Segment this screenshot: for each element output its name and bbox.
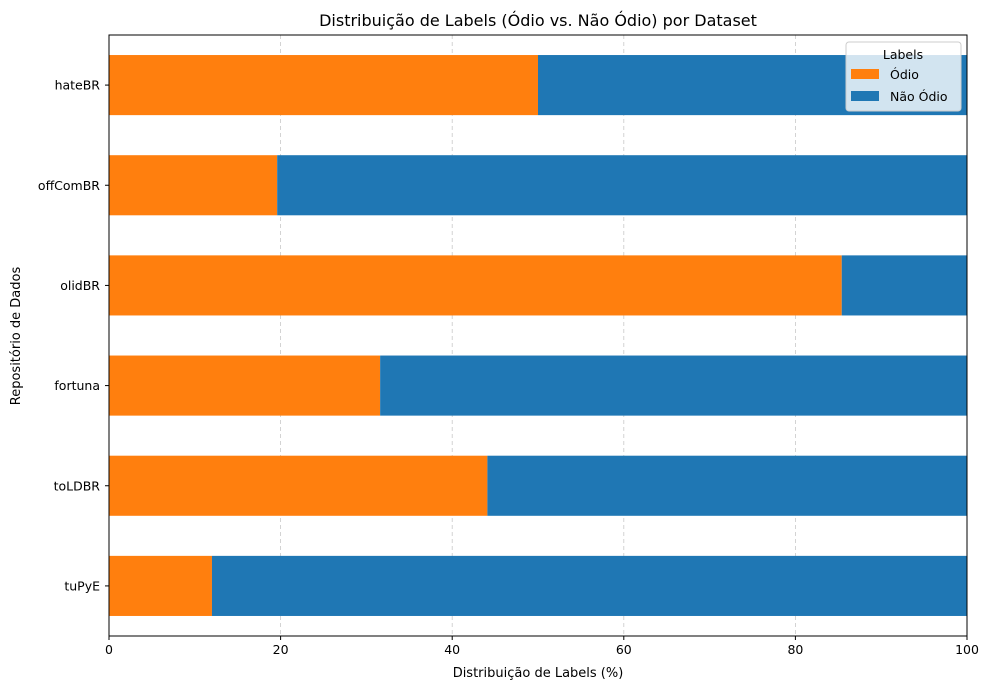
x-tick-label: 60: [616, 642, 632, 657]
bar-toLDBR-nao-odio: [487, 455, 967, 516]
legend-swatch-nao-odio: [851, 91, 879, 101]
bar-offComBR-odio: [109, 155, 278, 216]
x-axis-label: Distribuição de Labels (%): [453, 666, 624, 681]
x-tick-label: 80: [787, 642, 803, 657]
bar-fortuna-odio: [109, 355, 381, 416]
y-tick-label-tuPyE: tuPyE: [64, 578, 100, 593]
bar-olidBR-odio: [109, 255, 842, 316]
y-tick-label-hateBR: hateBR: [55, 78, 101, 93]
bar-olidBR-nao-odio: [841, 255, 967, 316]
bar-tuPyE-odio: [109, 555, 212, 616]
x-tick-label: 100: [955, 642, 979, 657]
legend-swatch-odio: [851, 69, 879, 79]
legend-label-odio: Ódio: [890, 67, 919, 82]
bar-fortuna-nao-odio: [380, 355, 967, 416]
chart-title: Distribuição de Labels (Ódio vs. Não Ódi…: [319, 11, 757, 30]
bar-offComBR-nao-odio: [277, 155, 968, 216]
y-tick-label-olidBR: olidBR: [60, 278, 100, 293]
bar-toLDBR-odio: [109, 455, 488, 516]
x-gridlines: [280, 35, 796, 636]
x-axis-ticks: 0 20 40 60 80 100: [105, 636, 979, 657]
y-tick-label-toLDBR: toLDBR: [54, 478, 101, 493]
x-tick-label: 0: [105, 642, 113, 657]
y-tick-label-offComBR: offComBR: [38, 178, 100, 193]
bar-tuPyE-nao-odio: [211, 555, 967, 616]
legend: Labels Ódio Não Ódio: [845, 41, 962, 112]
x-tick-label: 20: [273, 642, 289, 657]
plot-frame: [108, 34, 968, 637]
x-tick-label: 40: [444, 642, 460, 657]
legend-title: Labels: [883, 47, 923, 62]
y-axis-label: Repositório de Dados: [9, 267, 24, 406]
y-tick-label-fortuna: fortuna: [54, 378, 100, 393]
legend-label-nao-odio: Não Ódio: [890, 89, 948, 104]
y-axis-ticks: hateBR offComBR olidBR fortuna toLDBR tuPyE: [38, 78, 109, 593]
bar-hateBR-odio: [109, 55, 538, 116]
